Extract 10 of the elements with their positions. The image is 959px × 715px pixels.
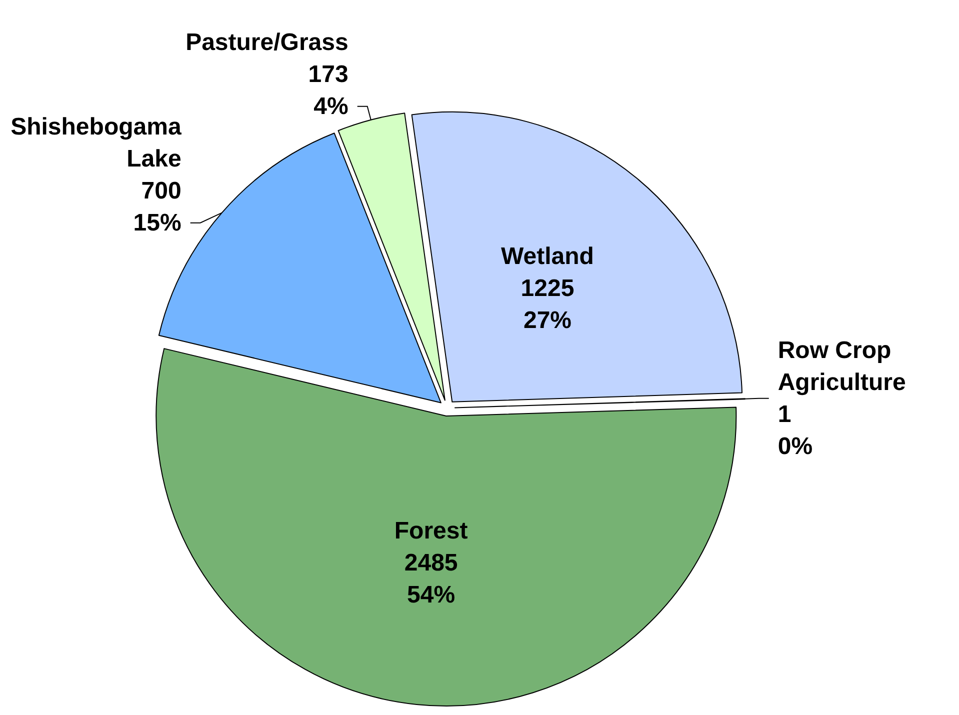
data-label: 2485 54%: [404, 550, 458, 609]
slice-label: Row Crop Agriculture: [778, 336, 906, 396]
slice-label: Forest: [394, 518, 468, 545]
slice-label: Shishebogama Lake: [10, 113, 182, 172]
slice-label: Wetland: [501, 243, 594, 270]
data-label: 1 0%: [778, 400, 813, 460]
data-label: 1225 27%: [520, 275, 574, 334]
data-label: 700 15%: [133, 177, 182, 236]
data-label: 173 4%: [308, 60, 348, 120]
slice-label: Pasture/Grass: [186, 28, 348, 56]
